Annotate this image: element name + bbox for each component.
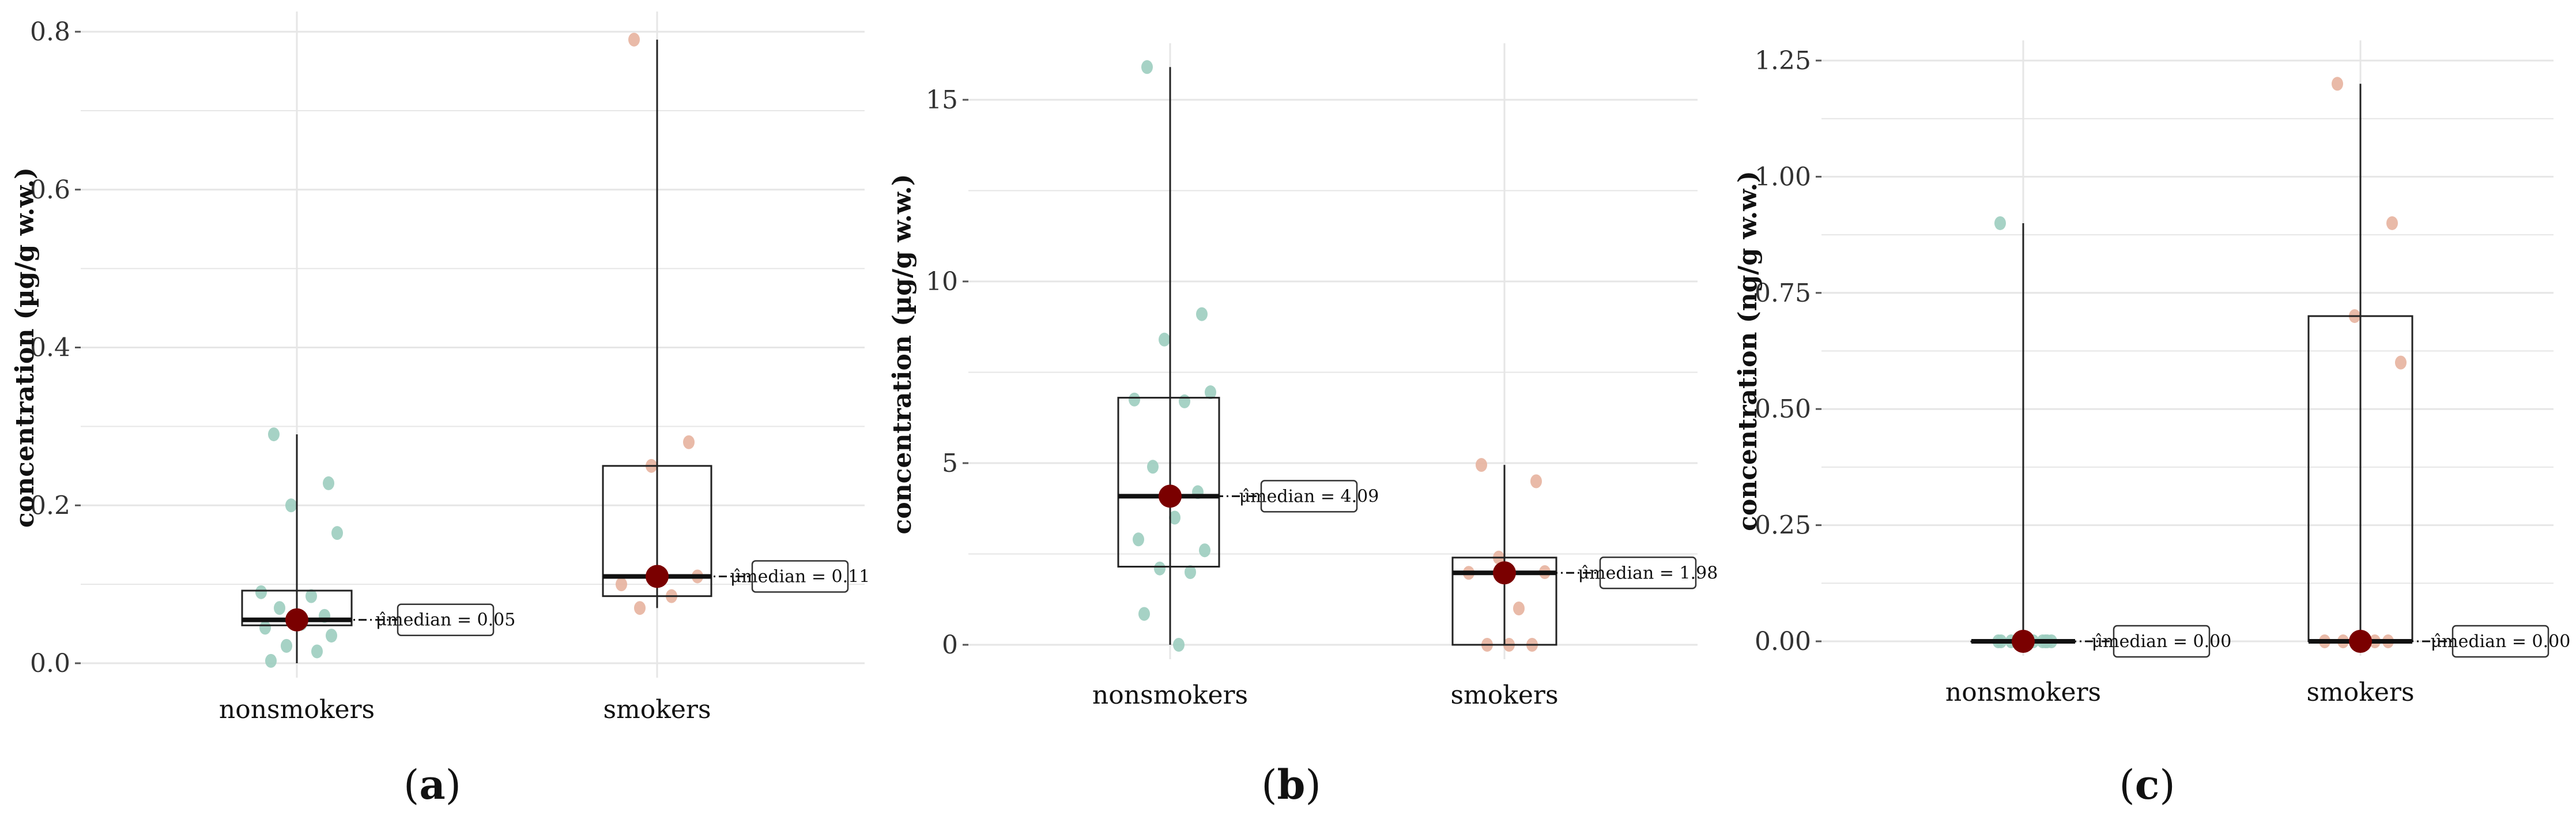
data-point-smokers bbox=[1530, 474, 1542, 488]
y-tick-label: 0.25 bbox=[1755, 511, 1811, 540]
data-point-smokers bbox=[2332, 77, 2343, 91]
box-smokers bbox=[602, 465, 712, 597]
data-point-nonsmokers bbox=[1169, 510, 1180, 525]
data-point-nonsmokers bbox=[1173, 638, 1185, 652]
median-label-smokers: μ̂median = 0.11 bbox=[730, 566, 870, 587]
median-dot-nonsmokers bbox=[2012, 630, 2035, 653]
data-point-nonsmokers bbox=[255, 585, 267, 599]
median-label-box-smokers bbox=[2451, 625, 2549, 658]
data-point-nonsmokers bbox=[326, 629, 337, 643]
y-tick-label: 0.6 bbox=[30, 175, 70, 205]
data-point-nonsmokers bbox=[268, 427, 280, 442]
data-point-smokers bbox=[628, 32, 640, 47]
panel-a: 0.0 0.2 0.4 0.6 0.8 concentration (µg/g w.w.)… bbox=[10, 12, 870, 809]
y-tick-label: 0.00 bbox=[1755, 627, 1811, 656]
median-dot-smokers bbox=[1493, 561, 1516, 585]
median-label-box-smokers bbox=[1599, 557, 1697, 589]
data-point-nonsmokers bbox=[1129, 392, 1140, 407]
median-label-box-nonsmokers bbox=[1260, 480, 1358, 513]
data-point-nonsmokers bbox=[265, 653, 277, 668]
data-point-nonsmokers bbox=[1138, 607, 1150, 621]
data-point-nonsmokers bbox=[323, 476, 334, 490]
y-tick-label: 5 bbox=[942, 449, 958, 478]
median-label-box-nonsmokers bbox=[2113, 625, 2211, 658]
y-tick-label: 0.75 bbox=[1755, 279, 1811, 308]
median-dot-nonsmokers bbox=[285, 608, 308, 632]
median-label-nonsmokers: μ̂median = 0.05 bbox=[376, 610, 516, 630]
data-point-nonsmokers bbox=[285, 498, 297, 513]
data-point-nonsmokers bbox=[1159, 332, 1170, 347]
y-tick-label: 1.00 bbox=[1755, 162, 1811, 191]
data-point-nonsmokers bbox=[1199, 543, 1210, 558]
x-category-label-smokers: smokers bbox=[1450, 681, 1558, 710]
data-point-nonsmokers bbox=[1179, 394, 1190, 408]
data-point-smokers bbox=[2386, 216, 2398, 230]
data-point-nonsmokers bbox=[331, 526, 343, 540]
median-label-smokers: μ̂median = 1.98 bbox=[1578, 563, 1718, 583]
data-point-nonsmokers bbox=[281, 638, 292, 653]
data-point-nonsmokers bbox=[274, 601, 285, 615]
x-category-label-nonsmokers: nonsmokers bbox=[219, 695, 375, 724]
panel-b: 0 5 10 15 concentration (µg/g w.w.) μ̂median … bbox=[888, 43, 1718, 809]
y-tick-label: 1.25 bbox=[1755, 46, 1811, 76]
y-axis-label: concentration (ng/g w.w.) bbox=[1733, 171, 1763, 531]
data-point-nonsmokers bbox=[1994, 216, 2006, 230]
panel-c: 0.00 0.25 0.50 0.75 1.00 1.25 concentration (n… bbox=[1733, 40, 2570, 809]
data-point-smokers bbox=[616, 577, 627, 592]
median-label-box-smokers bbox=[751, 560, 849, 593]
data-point-smokers bbox=[1476, 458, 1487, 472]
x-category-label-smokers: smokers bbox=[2306, 678, 2414, 707]
data-point-nonsmokers bbox=[1185, 565, 1196, 579]
x-category-label-nonsmokers: nonsmokers bbox=[1945, 678, 2101, 707]
median-label-box-nonsmokers bbox=[397, 603, 495, 636]
data-point-nonsmokers bbox=[311, 644, 323, 659]
y-tick-label: 0.8 bbox=[30, 17, 70, 47]
data-point-smokers bbox=[683, 435, 695, 449]
median-dot-nonsmokers bbox=[1159, 484, 1182, 508]
panel-letter: (b) bbox=[1261, 761, 1321, 809]
panel-letter: (a) bbox=[403, 761, 461, 809]
data-point-smokers bbox=[2395, 355, 2407, 370]
box-smokers bbox=[1451, 557, 1557, 646]
median-dot-smokers bbox=[2349, 630, 2372, 653]
data-point-nonsmokers bbox=[1196, 307, 1208, 321]
x-category-label-nonsmokers: nonsmokers bbox=[1092, 681, 1248, 710]
box-nonsmokers bbox=[1117, 397, 1220, 568]
x-category-label-smokers: smokers bbox=[603, 695, 711, 724]
data-point-nonsmokers bbox=[259, 621, 271, 635]
median-label-smokers: μ̂median = 0.00 bbox=[2431, 632, 2571, 652]
y-tick-label: 10 bbox=[926, 267, 958, 296]
data-point-smokers bbox=[1513, 602, 1525, 615]
data-point-nonsmokers bbox=[1133, 532, 1144, 547]
y-tick-label: 0.50 bbox=[1755, 394, 1811, 424]
data-point-smokers bbox=[634, 601, 646, 615]
y-axis-label: concentration (µg/g w.w.) bbox=[10, 167, 40, 528]
y-axis-label: concentration (µg/g w.w.) bbox=[888, 174, 917, 535]
data-point-nonsmokers bbox=[1147, 460, 1159, 474]
y-tick-label: 0.2 bbox=[30, 491, 70, 520]
median-dot-smokers bbox=[646, 565, 669, 588]
median-label-nonsmokers: μ̂median = 4.09 bbox=[1239, 486, 1379, 506]
data-point-nonsmokers bbox=[1205, 385, 1216, 400]
y-tick-label: 0 bbox=[942, 630, 958, 660]
data-point-nonsmokers bbox=[306, 589, 317, 603]
y-tick-label: 0.4 bbox=[30, 333, 70, 363]
median-label-nonsmokers: μ̂median = 0.00 bbox=[2092, 632, 2232, 652]
y-tick-label: 15 bbox=[926, 85, 958, 115]
data-point-nonsmokers bbox=[1141, 60, 1153, 74]
panel-letter: (c) bbox=[2119, 761, 2175, 809]
data-point-nonsmokers bbox=[1154, 561, 1166, 576]
y-tick-label: 0.0 bbox=[30, 649, 70, 678]
